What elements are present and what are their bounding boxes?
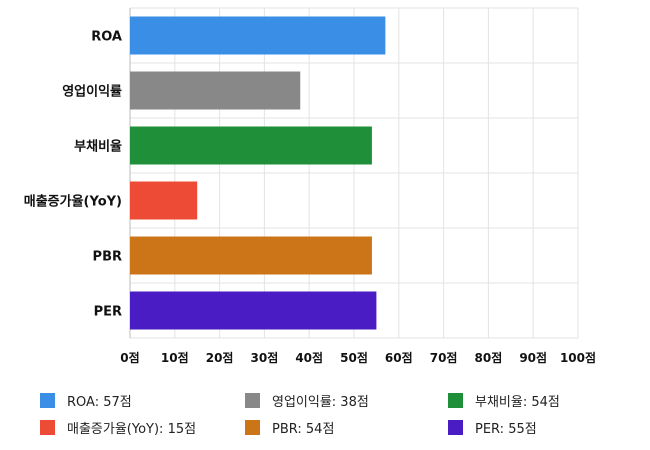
category-label: PER [94, 305, 122, 320]
bar-3 [130, 181, 198, 220]
bar-4 [130, 236, 372, 275]
bar-2 [130, 126, 372, 165]
legend-swatch-pbr [245, 419, 260, 435]
bar-0 [130, 16, 386, 55]
legend-item-operating-margin: 영업이익률: 38점 [245, 390, 369, 410]
legend-swatch-roa [40, 392, 55, 408]
legend-label-per: PER: 55점 [475, 421, 537, 437]
x-tick-label: 10점 [161, 350, 189, 365]
legend-swatch-debt-ratio [448, 392, 463, 408]
legend-item-sales-growth: 매출증가율(YoY): 15점 [40, 417, 196, 437]
x-tick-label: 20점 [206, 350, 234, 365]
bar-1 [130, 71, 301, 110]
x-tick-label: 70점 [430, 350, 458, 365]
legend-item-per: PER: 55점 [448, 417, 537, 437]
legend-label-operating-margin: 영업이익률: 38점 [272, 394, 369, 410]
x-tick-label: 0점 [120, 350, 139, 365]
category-label: 매출증가율(YoY) [24, 194, 122, 210]
legend-label-debt-ratio: 부채비율: 54점 [475, 394, 560, 410]
category-label: 영업이익률 [62, 84, 122, 100]
x-tick-label: 30점 [251, 350, 279, 365]
x-tick-label: 40점 [295, 350, 323, 365]
bar-5 [130, 291, 377, 330]
legend-label-roa: ROA: 57점 [67, 394, 132, 410]
legend-swatch-operating-margin [245, 392, 260, 408]
x-tick-label: 90점 [519, 350, 547, 365]
legend-item-roa: ROA: 57점 [40, 390, 132, 410]
legend-label-pbr: PBR: 54점 [272, 421, 335, 437]
legend-swatch-per [448, 419, 463, 435]
category-label: 부채비율 [74, 139, 122, 155]
legend-item-debt-ratio: 부채비율: 54점 [448, 390, 560, 410]
category-label: PBR [93, 250, 122, 265]
x-tick-label: 60점 [385, 350, 413, 365]
category-label: ROA [91, 30, 122, 45]
x-tick-label: 80점 [475, 350, 503, 365]
legend-swatch-sales-growth [40, 419, 55, 435]
x-tick-label: 100점 [560, 350, 596, 365]
legend-label-sales-growth: 매출증가율(YoY): 15점 [67, 421, 197, 437]
x-tick-label: 50점 [340, 350, 368, 365]
legend-item-pbr: PBR: 54점 [245, 417, 334, 437]
